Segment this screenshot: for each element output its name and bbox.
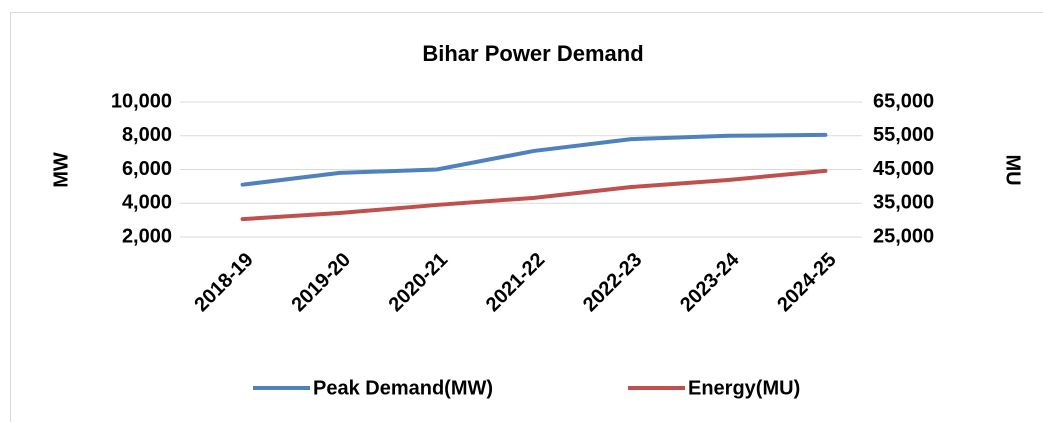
legend-label: Energy(MU) <box>688 377 800 399</box>
y2-tick-label: 45,000 <box>873 158 934 180</box>
y-axis-title: MW <box>50 152 72 188</box>
series-line <box>240 168 828 222</box>
y2-tick-label: 25,000 <box>873 225 934 247</box>
y2-tick-label: 55,000 <box>873 124 934 146</box>
y-tick-label: 6,000 <box>122 158 172 180</box>
y-tick-label: 8,000 <box>122 124 172 146</box>
chart-title: Bihar Power Demand <box>422 41 643 66</box>
chart-frame <box>10 12 1043 422</box>
series-line <box>240 132 828 187</box>
y-tick-label: 2,000 <box>122 225 172 247</box>
y2-axis-title: MU <box>1002 154 1024 185</box>
y-tick-label: 4,000 <box>122 192 172 214</box>
y2-tick-label: 35,000 <box>873 192 934 214</box>
y-tick-label: 10,000 <box>111 90 172 112</box>
y2-tick-label: 65,000 <box>873 90 934 112</box>
legend-label: Peak Demand(MW) <box>313 377 493 399</box>
